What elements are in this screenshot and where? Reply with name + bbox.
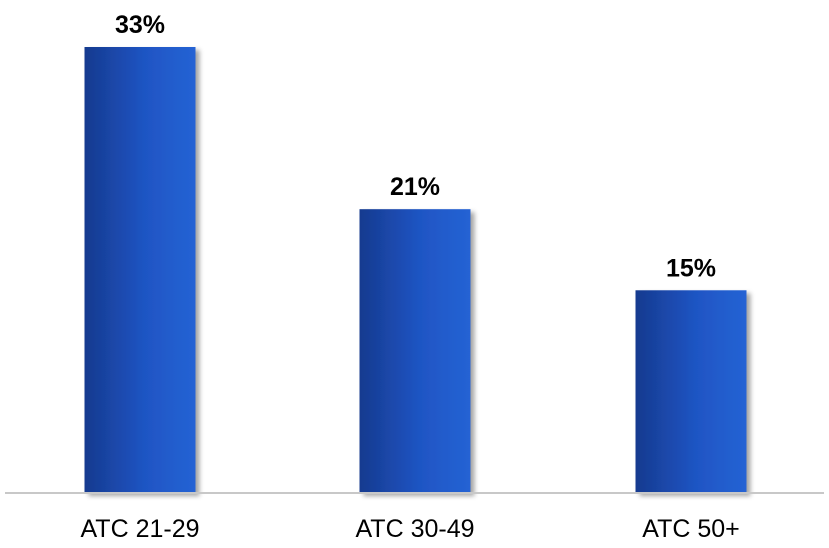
data-label-1: 33%: [115, 11, 165, 39]
category-label-3: ATC 50+: [642, 515, 740, 543]
bar-2: [359, 209, 471, 493]
category-label-2: ATC 30-49: [355, 515, 474, 543]
category-label-1: ATC 21-29: [80, 515, 199, 543]
bar-3: [635, 290, 747, 493]
data-label-3: 15%: [666, 254, 716, 282]
bar-1: [84, 47, 196, 493]
bars-layer: [84, 47, 747, 493]
labels-layer: 33% ATC 21-29 21% ATC 30-49 15% ATC 50+: [80, 11, 739, 543]
data-label-2: 21%: [390, 173, 440, 201]
